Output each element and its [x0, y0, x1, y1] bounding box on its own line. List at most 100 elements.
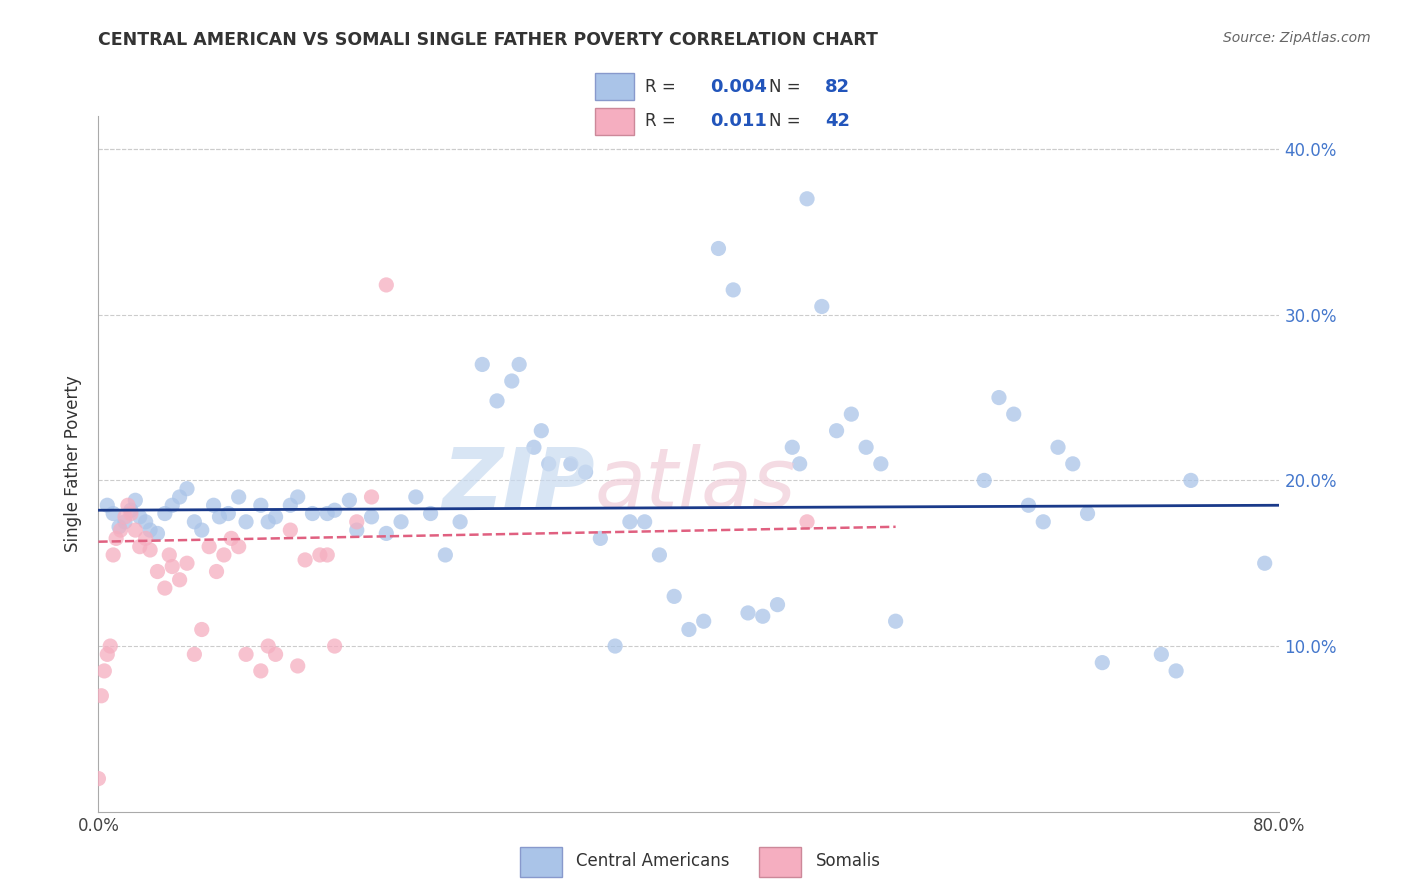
Point [105, 532, 128, 546]
Point [1032, 515, 1054, 529]
Text: R =: R = [645, 78, 682, 95]
Point [169, 490, 191, 504]
Bar [595, 73, 634, 100]
Point [87, 772, 110, 786]
Text: N =: N = [769, 78, 806, 95]
Point [346, 515, 368, 529]
Point [139, 543, 162, 558]
Point [93, 664, 115, 678]
Point [1077, 507, 1099, 521]
Point [486, 393, 509, 408]
Point [375, 277, 398, 292]
Point [135, 515, 157, 529]
Text: Source: ZipAtlas.com: Source: ZipAtlas.com [1223, 31, 1371, 45]
Point [360, 509, 382, 524]
Point [723, 283, 745, 297]
Point [574, 465, 596, 479]
Point [973, 474, 995, 488]
Point [419, 507, 441, 521]
Point [1062, 457, 1084, 471]
Point [664, 590, 686, 604]
Point [135, 532, 157, 546]
Text: R =: R = [645, 112, 686, 130]
Point [693, 614, 716, 628]
Point [205, 565, 228, 579]
Bar [595, 108, 634, 136]
Point [751, 609, 773, 624]
Point [198, 540, 221, 554]
Point [884, 614, 907, 628]
Point [191, 523, 214, 537]
Point [120, 503, 142, 517]
Bar [520, 847, 562, 877]
Point [153, 581, 176, 595]
Point [157, 548, 180, 562]
Point [287, 659, 309, 673]
Point [103, 548, 125, 562]
Point [103, 507, 125, 521]
Point [501, 374, 523, 388]
Point [162, 498, 183, 512]
Point [264, 509, 287, 524]
Point [183, 648, 205, 662]
Point [235, 515, 257, 529]
Point [117, 498, 139, 512]
Point [678, 623, 700, 637]
Point [449, 515, 471, 529]
Point [114, 509, 136, 524]
Point [153, 507, 176, 521]
Point [162, 559, 183, 574]
Point [523, 440, 546, 454]
Point [1180, 474, 1202, 488]
Point [146, 526, 169, 541]
Point [124, 523, 146, 537]
Point [323, 639, 346, 653]
Point [176, 556, 198, 570]
Text: 82: 82 [825, 78, 851, 95]
Point [471, 358, 494, 372]
Point [810, 300, 832, 314]
Point [766, 598, 789, 612]
Point [110, 523, 132, 537]
Point [1091, 656, 1114, 670]
Point [434, 548, 457, 562]
Point [146, 565, 169, 579]
Point [375, 526, 398, 541]
Point [1164, 664, 1187, 678]
Point [707, 242, 730, 256]
Point [202, 498, 225, 512]
Point [219, 532, 242, 546]
Point [287, 490, 309, 504]
Point [108, 520, 131, 534]
Point [139, 523, 162, 537]
Point [841, 407, 863, 421]
Point [987, 391, 1010, 405]
Point [124, 493, 146, 508]
Point [294, 553, 316, 567]
Text: N =: N = [769, 112, 806, 130]
Point [228, 490, 250, 504]
Point [339, 493, 360, 508]
Point [389, 515, 412, 529]
Point [96, 648, 118, 662]
Point [405, 490, 427, 504]
Point [114, 515, 136, 529]
Point [360, 490, 382, 504]
Point [228, 540, 250, 554]
Point [90, 689, 112, 703]
Point [96, 498, 118, 512]
Point [855, 440, 877, 454]
Point [605, 639, 627, 653]
Point [789, 457, 811, 471]
Text: 42: 42 [825, 112, 851, 130]
Point [1046, 440, 1069, 454]
Point [648, 548, 671, 562]
Text: atlas: atlas [595, 444, 796, 525]
Point [1150, 648, 1173, 662]
Text: ZIP: ZIP [441, 444, 595, 525]
Point [537, 457, 560, 471]
Point [1254, 556, 1277, 570]
Point [323, 503, 346, 517]
Text: Somalis: Somalis [815, 852, 880, 870]
Text: Central Americans: Central Americans [576, 852, 730, 870]
